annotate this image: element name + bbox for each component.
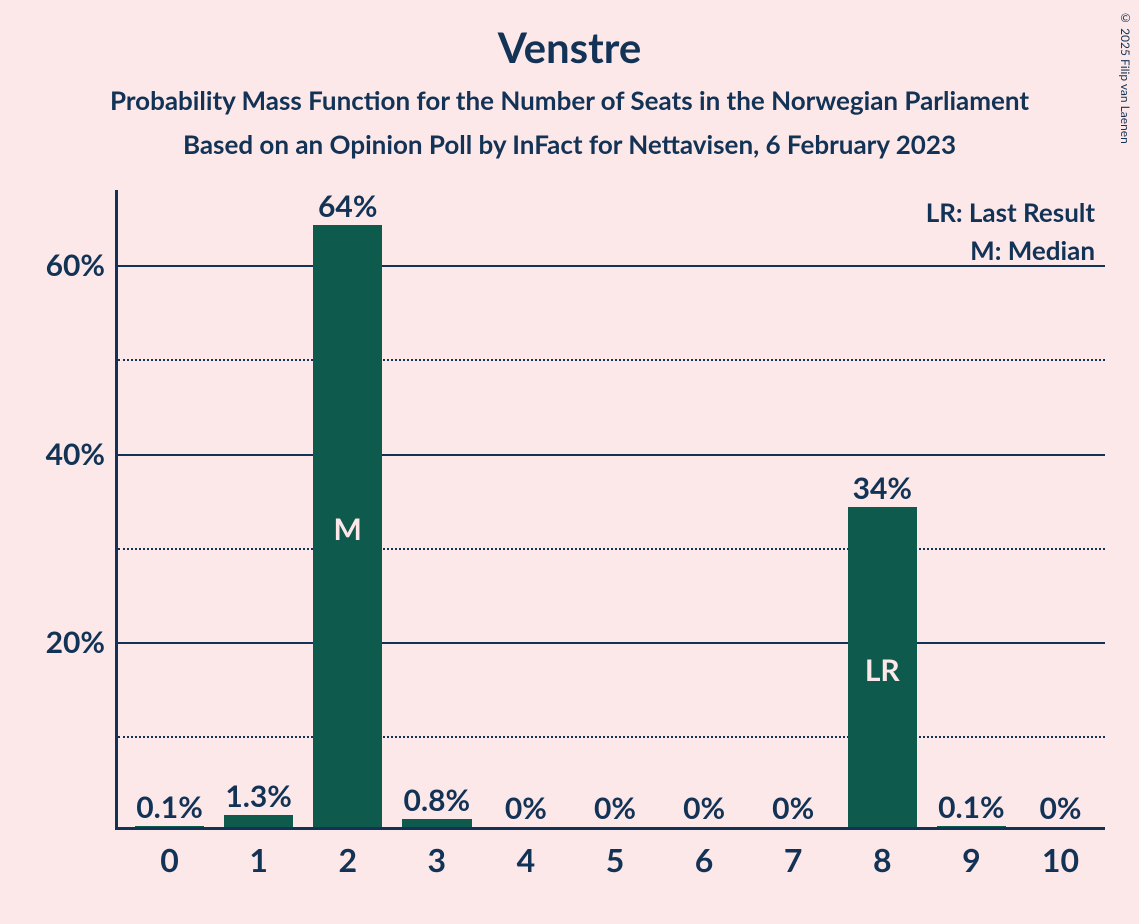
x-tick-label: 4	[496, 840, 556, 879]
bar-value-label: 0%	[683, 790, 725, 826]
bar	[937, 826, 1006, 827]
gridline-major	[118, 642, 1105, 644]
y-tick-label: 60%	[20, 247, 105, 283]
x-tick-label: 1	[229, 840, 289, 879]
legend-lr: LR: Last Result	[926, 196, 1095, 228]
bar-value-label: 0.1%	[136, 789, 203, 825]
y-tick-label: 40%	[20, 436, 105, 472]
y-axis	[115, 190, 118, 830]
bar-value-label: 0%	[772, 790, 814, 826]
legend: LR: Last Result M: Median	[926, 196, 1095, 272]
gridline-major	[118, 454, 1105, 456]
x-tick-label: 0	[140, 840, 200, 879]
x-tick-label: 6	[674, 840, 734, 879]
copyright-text: © 2025 Filip van Laenen	[1118, 10, 1133, 144]
bar-value-label: 0.1%	[938, 789, 1005, 825]
bar	[135, 826, 204, 827]
gridline-minor	[118, 736, 1105, 738]
chart-subtitle-1: Probability Mass Function for the Number…	[0, 72, 1139, 116]
bar-value-label: 1.3%	[225, 778, 292, 814]
x-tick-label: 9	[941, 840, 1001, 879]
bar-value-label: 34%	[853, 470, 912, 506]
bar-value-label: 0%	[505, 790, 547, 826]
bar-value-label: 0%	[594, 790, 636, 826]
bar	[402, 819, 471, 827]
chart-plot-area: LR: Last Result M: Median 0.1% 1.3% 64% M 0.…	[115, 190, 1105, 830]
x-tick-label: 10	[1030, 840, 1090, 879]
bar-value-label: 64%	[318, 188, 377, 224]
gridline-minor	[118, 359, 1105, 361]
gridline-minor	[118, 548, 1105, 550]
bar-value-label: 0%	[1039, 790, 1081, 826]
chart-subtitle-2: Based on an Opinion Poll by InFact for N…	[0, 116, 1139, 160]
x-tick-label: 8	[852, 840, 912, 879]
gridline-major	[118, 265, 1105, 267]
x-tick-label: 3	[407, 840, 467, 879]
x-axis	[115, 827, 1105, 830]
chart-title: Venstre	[0, 0, 1139, 72]
x-tick-label: 5	[585, 840, 645, 879]
bar-value-label: 0.8%	[404, 782, 471, 818]
bar-inner-label: M	[334, 511, 362, 547]
x-tick-label: 7	[763, 840, 823, 879]
bar-inner-label: LR	[865, 652, 900, 688]
bar	[224, 815, 293, 827]
legend-m: M: Median	[926, 234, 1095, 266]
x-tick-label: 2	[318, 840, 378, 879]
y-tick-label: 20%	[20, 624, 105, 660]
